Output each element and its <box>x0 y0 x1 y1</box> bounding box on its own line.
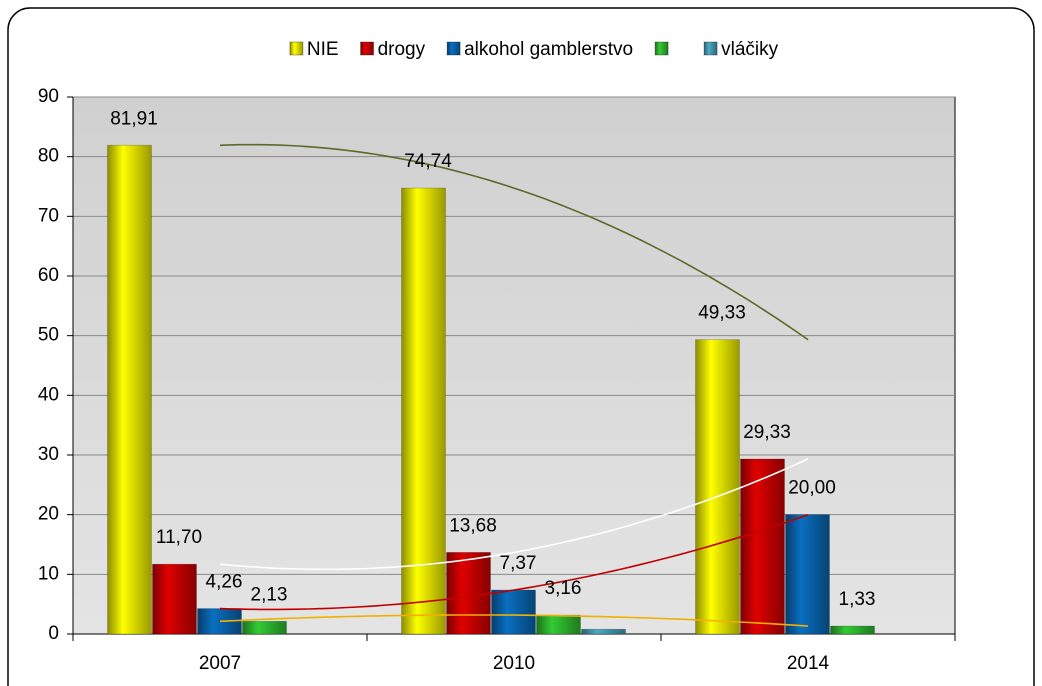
data-label: 2,13 <box>251 584 288 605</box>
y-tick-label: 10 <box>38 563 59 584</box>
data-label: 20,00 <box>788 478 836 499</box>
legend-swatch <box>289 41 304 56</box>
trendline <box>219 458 809 571</box>
y-tick-label: 0 <box>48 623 59 644</box>
legend: NIE drogy alkohol gamblerstvo vláčiky <box>289 39 779 60</box>
legend-label: NIE <box>307 39 339 60</box>
x-tick-label: 2007 <box>199 653 241 674</box>
legend-label: vláčiky <box>721 39 779 60</box>
y-tick-label: 60 <box>38 265 59 286</box>
x-tick-label: 2010 <box>493 653 535 674</box>
y-tick-label: 50 <box>38 325 59 346</box>
bar <box>242 620 287 635</box>
bar <box>107 144 152 635</box>
y-tick-label: 40 <box>38 384 59 405</box>
data-label: 29,33 <box>743 422 791 443</box>
y-tick-label: 20 <box>38 504 59 525</box>
trendline <box>219 614 809 627</box>
data-label: 3,16 <box>545 578 582 599</box>
trendline <box>219 143 809 341</box>
bar <box>830 625 875 635</box>
bar <box>695 339 740 635</box>
data-label: 7,37 <box>500 553 537 574</box>
legend-swatch <box>446 41 461 56</box>
trendline <box>219 513 809 611</box>
legend-label: drogy <box>378 39 426 60</box>
data-label: 4,26 <box>206 572 243 593</box>
bar <box>740 458 785 635</box>
y-tick-label: 90 <box>38 86 59 107</box>
legend-swatch <box>654 41 669 56</box>
bar <box>785 514 830 635</box>
legend-swatch <box>703 41 718 56</box>
bar <box>446 552 491 635</box>
y-tick-label: 30 <box>38 444 59 465</box>
data-label: 81,91 <box>110 108 158 129</box>
bar <box>152 563 197 635</box>
legend-label: alkohol gamblerstvo <box>464 39 633 60</box>
bar <box>536 614 581 635</box>
data-label: 13,68 <box>449 515 497 536</box>
x-tick-label: 2014 <box>787 653 830 674</box>
y-tick-label: 70 <box>38 205 59 226</box>
bar <box>581 628 626 635</box>
data-label: 74,74 <box>404 151 452 172</box>
data-label: 49,33 <box>698 303 746 324</box>
bar <box>401 187 446 635</box>
y-tick-label: 80 <box>38 146 59 167</box>
legend-swatch <box>360 41 375 56</box>
data-label: 1,33 <box>839 589 876 610</box>
data-label: 11,70 <box>156 527 202 548</box>
bar <box>491 589 536 635</box>
